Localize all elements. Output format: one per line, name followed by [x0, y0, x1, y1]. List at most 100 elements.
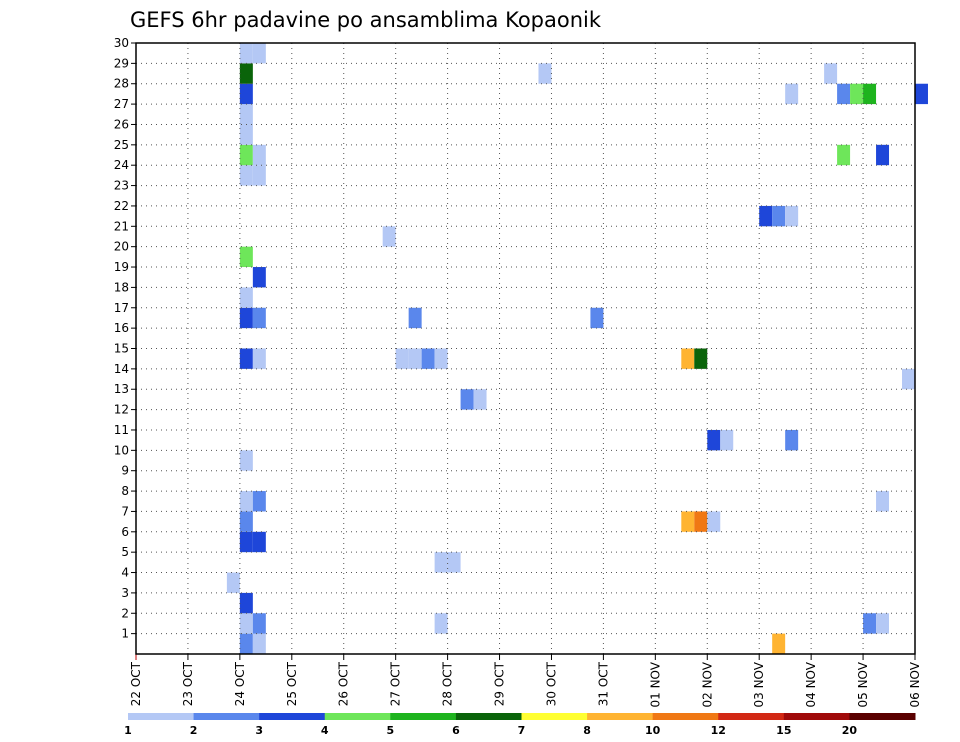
heatmap-cell: [785, 83, 799, 105]
colorbar-label: 3: [255, 724, 263, 737]
y-tick-label: 21: [114, 219, 129, 233]
y-tick-label: 25: [114, 138, 129, 152]
y-tick-label: 29: [114, 56, 129, 70]
heatmap-cell: [707, 429, 721, 451]
heatmap-cell: [239, 246, 253, 268]
heatmap-cell: [538, 63, 552, 84]
heatmap-cell: [239, 613, 253, 634]
colorbar-swatch: [324, 713, 391, 720]
heatmap-cell: [252, 144, 266, 166]
colorbar: 1 2 3 4 5 6 7 8 10 12 15 20: [124, 713, 916, 737]
y-tick-label: 20: [114, 240, 129, 254]
chart-title: GEFS 6hr padavine po ansamblima Kopaonik: [130, 8, 602, 32]
colorbar-label: 12: [711, 724, 726, 737]
x-tick-label: 29 OCT: [493, 661, 507, 706]
y-tick-label: 5: [121, 545, 129, 559]
colorbar-swatch: [587, 713, 654, 720]
colorbar-swatch: [455, 713, 522, 720]
heatmap-cell: [239, 83, 253, 105]
heatmap-cell: [239, 511, 253, 532]
y-axis: 1234567891011121314151617181920212223242…: [114, 36, 136, 641]
y-tick-label: 6: [121, 525, 129, 539]
heatmap-cell: [408, 348, 422, 369]
y-tick-label: 24: [114, 158, 129, 172]
heatmap-cell: [837, 144, 851, 166]
heatmap-cell: [252, 531, 266, 553]
heatmap-cell: [252, 165, 266, 186]
grid-lines: [136, 42, 915, 654]
heatmap-cell: [252, 307, 266, 329]
y-tick-label: 4: [121, 566, 129, 580]
colorbar-swatch: [718, 713, 785, 720]
heatmap-cell: [850, 83, 864, 105]
y-tick-label: 2: [121, 606, 129, 620]
x-tick-label: 24 OCT: [233, 661, 247, 706]
x-tick-label: 04 NOV: [804, 661, 818, 707]
y-tick-label: 1: [121, 627, 129, 641]
y-tick-label: 22: [114, 199, 129, 213]
heatmap-cell: [694, 511, 708, 532]
heatmap-cell: [785, 205, 799, 227]
heatmap-cell: [239, 287, 253, 308]
colorbar-label: 15: [776, 724, 791, 737]
heatmap-cell: [876, 144, 890, 166]
heatmap-cell: [252, 491, 266, 512]
y-tick-label: 11: [114, 423, 129, 437]
heatmap-cell: [473, 389, 487, 410]
y-tick-label: 14: [114, 362, 129, 376]
heatmap-cell: [785, 429, 799, 451]
y-tick-label: 15: [114, 342, 129, 356]
y-tick-label: 7: [121, 504, 129, 518]
y-tick-label: 12: [114, 403, 129, 417]
x-tick-label: 27 OCT: [389, 661, 403, 706]
colorbar-label: 10: [645, 724, 661, 737]
heatmap-cell: [239, 43, 253, 64]
heatmap-cell: [239, 307, 253, 329]
heatmap-cell: [434, 552, 448, 573]
x-tick-label: 02 NOV: [700, 661, 714, 707]
heatmap-cell: [759, 205, 773, 227]
heatmap-cell: [395, 348, 409, 369]
x-tick-label: 26 OCT: [337, 661, 351, 706]
y-tick-label: 30: [114, 36, 129, 50]
y-tick-label: 9: [121, 464, 129, 478]
heatmap-cell: [720, 429, 734, 451]
heatmap-cell: [707, 511, 721, 532]
y-tick-label: 13: [114, 382, 129, 396]
heatmap-cell: [421, 348, 435, 369]
y-tick-label: 8: [121, 484, 129, 498]
heatmap-cell: [694, 348, 708, 369]
heatmap-cell: [824, 63, 838, 84]
heatmap-cell: [772, 205, 786, 227]
y-tick-label: 19: [114, 260, 129, 274]
heatmap-cell: [863, 83, 877, 105]
heatmap-cell: [239, 592, 253, 614]
colorbar-swatch: [652, 713, 719, 720]
heatmap-cell: [239, 165, 253, 186]
heatmap-cell: [408, 307, 422, 329]
heatmap-cells: [226, 43, 928, 654]
colorbar-swatch: [783, 713, 850, 720]
heatmap-cell: [252, 348, 266, 369]
heatmap-cell: [252, 613, 266, 634]
colorbar-label: 7: [518, 724, 526, 737]
y-tick-label: 23: [114, 179, 129, 193]
heatmap-cell: [772, 633, 786, 654]
x-tick-label: 31 OCT: [596, 661, 610, 706]
y-tick-label: 27: [114, 97, 129, 111]
heatmap-cell: [863, 613, 877, 634]
colorbar-swatch: [390, 713, 457, 720]
colorbar-label: 6: [452, 724, 460, 737]
colorbar-swatch: [259, 713, 326, 720]
heatmap-cell: [239, 450, 253, 471]
x-tick-label: 23 OCT: [181, 661, 195, 706]
x-tick-label: 06 NOV: [908, 661, 922, 707]
colorbar-label: 2: [190, 724, 198, 737]
y-tick-label: 16: [114, 321, 129, 335]
heatmap-cell: [226, 572, 240, 593]
y-tick-label: 3: [121, 586, 129, 600]
heatmap-cell: [681, 511, 695, 532]
heatmap-cell: [447, 552, 461, 573]
heatmap-cell: [239, 491, 253, 512]
